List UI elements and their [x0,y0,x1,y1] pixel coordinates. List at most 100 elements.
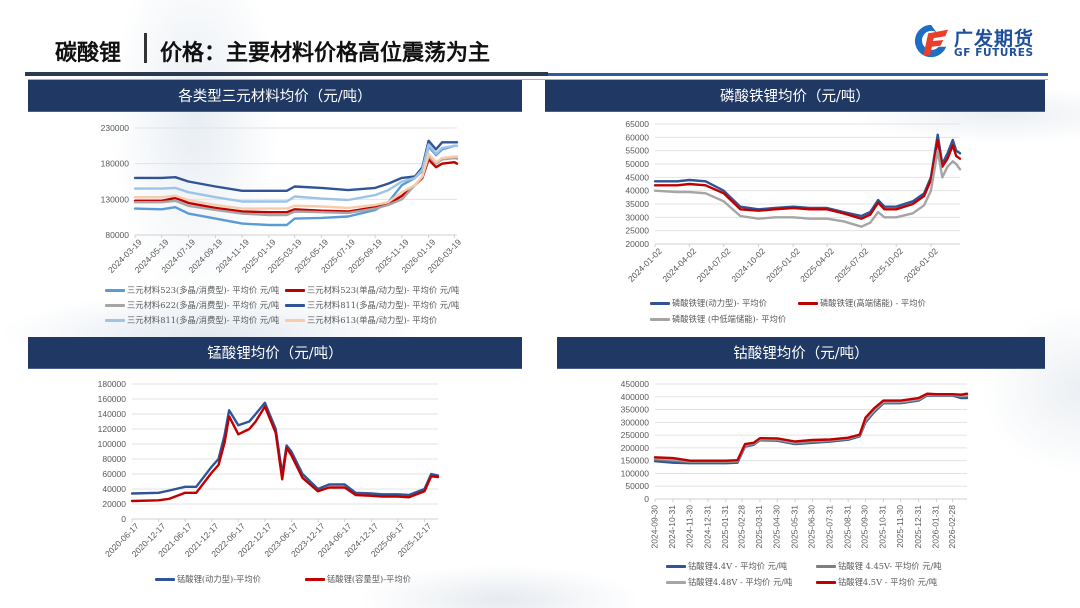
legend-lco: 钴酸锂4.4V - 平均价 元/吨 钴酸锂 4.45V- 平均价 元/吨钴酸锂4.… [666,560,986,596]
x-tick-label: 2025-06-30 [807,505,817,549]
logo-text-en: GF FUTURES [954,47,1034,59]
legend-swatch-icon [105,288,125,292]
y-tick-label: 180000 [101,159,130,169]
y-tick-label: 100000 [621,468,650,478]
series-line [133,158,459,214]
y-tick-label: 130000 [101,194,130,204]
y-tick-label: 300000 [621,417,650,427]
panel-title: 磷酸铁锂均价（元/吨） [720,89,870,105]
legend-swatch-icon [105,318,125,322]
series-line [653,149,962,228]
y-tick-label: 150000 [621,456,650,466]
y-tick-label: 65000 [625,119,649,129]
panel-header-lmo: 锰酸锂均价（元/吨） [28,337,522,369]
y-tick-label: 80000 [105,230,129,240]
legend-item: 三元材料811(多晶/动力型)- 平均价 元/吨 [285,299,459,311]
legend-label: 磷酸铁锂(高端储能) - 平均价 [820,298,926,308]
series-line [653,393,969,463]
x-tick-label: 2026-01-31 [931,505,941,549]
y-tick-label: 350000 [621,405,650,415]
panel-header-ternary: 各类型三元材料均价（元/吨） [28,80,522,112]
slide-header: 碳酸锂 价格：主要材料价格高位震荡为主 广发期货 GF FUTURES [0,0,1080,80]
x-tick-label: 2025-12-31 [913,505,923,549]
header-rule-dark [25,72,548,76]
legend-item: 三元材料523(单晶/动力型)- 平均价 元/吨 [285,284,459,296]
page-title: 碳酸锂 [55,41,122,66]
y-tick-label: 100000 [98,439,127,449]
y-tick-label: 60000 [102,469,126,479]
title-separator [144,33,147,63]
x-tick-label: 2025-01-31 [720,505,730,549]
y-tick-label: 0 [121,514,126,524]
series-line [133,139,459,192]
legend-item: 三元材料622(多晶/消费型)- 平均价 元/吨 [105,299,279,311]
x-tick-label: 2025-08-31 [842,505,852,549]
x-tick-label: 2025-04-02 [798,246,836,284]
x-tick-label: 2026-01-02 [902,246,940,284]
series-line [133,152,459,210]
panel-title: 锰酸锂均价（元/吨） [207,346,343,362]
panel-title: 各类型三元材料均价（元/吨） [178,89,372,105]
legend-label: 钴酸锂4.4V - 平均价 元/吨 [688,561,788,571]
legend-label: 锰酸锂(容量型)-平均价 [327,574,411,584]
y-tick-label: 50000 [625,481,649,491]
legend-swatch-icon [650,301,670,305]
page-subtitle: 价格：主要材料价格高位震荡为主 [160,41,491,66]
y-tick-label: 40000 [102,484,126,494]
x-tick-label: 2025-05-31 [789,505,799,549]
chart-lmo: 0 20000 40000 60000 80000 100000 120000 140000 1… [90,376,450,566]
chart-lco: 0 50000 100000 150000 200000 250000 300000 3500… [600,376,980,556]
x-tick-label: 2025-09-30 [860,505,870,549]
legend-item: 锰酸锂(容量型)-平均价 [305,573,411,585]
x-tick-label: 2025-10-02 [867,246,905,284]
header-rule-blue [548,73,1048,76]
legend-swatch-icon [666,564,686,568]
series-line [653,394,969,465]
y-tick-label: 40000 [625,186,649,196]
legend-item: 磷酸铁锂 (中低端储能)- 平均价 [650,313,786,325]
x-tick-label: 2024-01-02 [626,246,664,284]
x-tick-label: 2024-12-31 [702,505,712,549]
legend-swatch-icon [285,318,305,322]
y-tick-label: 55000 [625,146,649,156]
y-tick-label: 200000 [621,443,650,453]
chart-lfp: 20000 25000 30000 35000 40000 45000 50000 55000… [600,118,970,288]
legend-label: 三元材料811(多晶/动力型)- 平均价 元/吨 [307,300,460,310]
legend-label: 三元材料523(单晶/动力型)- 平均价 元/吨 [307,285,460,295]
legend-swatch-icon [305,577,325,581]
legend-swatch-icon [816,564,836,568]
y-tick-label: 450000 [621,379,650,389]
legend-swatch-icon [816,580,836,584]
legend-label: 钴酸锂 4.45V- 平均价 元/吨 [838,561,942,571]
x-tick-label: 2024-04-02 [660,246,698,284]
legend-item: 磷酸铁锂(动力型)- 平均价 [650,297,767,309]
legend-swatch-icon [650,317,670,321]
series-line [653,393,969,464]
legend-label: 三元材料811(多晶/消费型)- 平均价 元/吨 [127,315,280,325]
y-tick-label: 160000 [98,394,127,404]
x-tick-label: 2025-11-30 [895,505,905,548]
legend-item: 钴酸锂 4.45V- 平均价 元/吨 [816,560,942,572]
y-tick-label: 50000 [625,159,649,169]
chart-svg: 0 50000 100000 150000 200000 250000 300000 3500… [621,379,969,549]
panel-header-lfp: 磷酸铁锂均价（元/吨） [545,80,1045,112]
legend-item: 钴酸锂4.5V - 平均价 元/吨 [816,576,937,588]
panel-title: 钴酸锂均价（元/吨） [733,346,869,362]
y-tick-label: 230000 [101,123,130,133]
legend-swatch-icon [798,301,818,305]
x-tick-label: 2025-02-28 [736,505,746,549]
x-tick-label: 2025-04-30 [772,505,782,549]
y-tick-label: 120000 [98,424,127,434]
x-tick-label: 2024-07-02 [695,246,733,284]
y-tick-label: 20000 [102,499,126,509]
x-tick-label: 2024-10-02 [729,246,767,284]
legend-lfp: 磷酸铁锂(动力型)- 平均价 磷酸铁锂(高端储能) - 平均价磷酸铁锂 (中低端储… [650,297,990,333]
chart-svg: 0 20000 40000 60000 80000 100000 120000 140000 1… [98,379,440,559]
x-tick-label: 2026-02-28 [947,505,957,549]
y-tick-label: 0 [644,494,649,504]
series-line [130,401,440,497]
series-line [653,138,962,220]
x-tick-label: 2024-11-30 [684,505,694,548]
legend-item: 磷酸铁锂(高端储能) - 平均价 [798,297,926,309]
legend-swatch-icon [666,580,686,584]
